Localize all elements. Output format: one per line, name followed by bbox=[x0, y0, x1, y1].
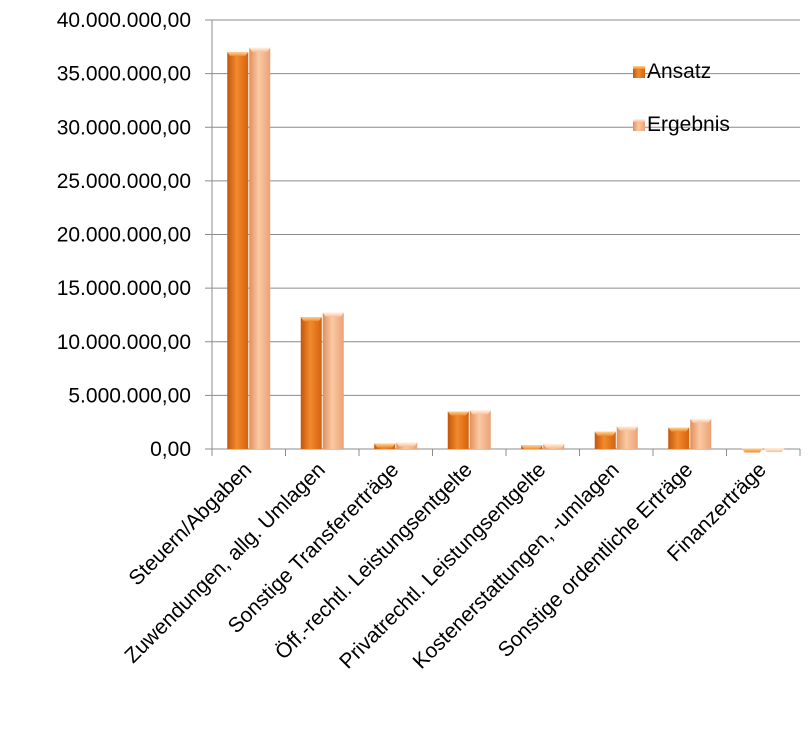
y-tick-label: 20.000.000,00 bbox=[57, 224, 191, 247]
y-tick-labels: 0,00 5.000.000,00 10.000.000,00 15.000.000,… bbox=[57, 9, 191, 461]
y-tick-label: 40.000.000,00 bbox=[57, 9, 191, 32]
legend-swatch-cap bbox=[633, 66, 645, 69]
bar-cap-ergebnis bbox=[469, 410, 491, 415]
bar-cap-ergebnis bbox=[249, 47, 271, 52]
bar-ansatz bbox=[447, 411, 469, 449]
y-tick-label: 30.000.000,00 bbox=[57, 116, 191, 139]
bar-ergebnis bbox=[690, 418, 712, 449]
legend: Ansatz Ergebnis bbox=[633, 60, 730, 136]
bar-cap-ergebnis bbox=[690, 418, 712, 423]
bar-cap-ergebnis bbox=[322, 312, 344, 317]
y-tick-label: 15.000.000,00 bbox=[57, 277, 191, 300]
bar-cap-ergebnis bbox=[543, 444, 565, 449]
bar-cap-ergebnis bbox=[616, 426, 638, 431]
bar-ansatz bbox=[300, 317, 322, 449]
axes bbox=[205, 19, 801, 456]
y-tick-label: 25.000.000,00 bbox=[57, 170, 191, 193]
bar-cap-ansatz bbox=[374, 443, 396, 448]
bar-cap-ansatz bbox=[668, 427, 690, 432]
bar-ergebnis bbox=[322, 312, 344, 449]
bar-ergebnis bbox=[249, 47, 271, 449]
bar-cap-ansatz bbox=[741, 448, 763, 453]
y-tick-label: 35.000.000,00 bbox=[57, 63, 191, 86]
bar-cap-ansatz bbox=[521, 445, 543, 450]
bar-cap-ergebnis bbox=[763, 448, 785, 453]
bar-ansatz bbox=[668, 427, 690, 449]
bar-ansatz bbox=[594, 431, 616, 449]
bar-cap-ansatz bbox=[300, 317, 322, 322]
x-tick-label: Steuern/Abgaben bbox=[124, 458, 256, 590]
legend-swatch-cap bbox=[633, 119, 645, 122]
bar-cap-ansatz bbox=[447, 411, 469, 416]
bar-cap-ansatz bbox=[227, 52, 249, 57]
bar-cap-ansatz bbox=[594, 431, 616, 436]
bar-cap-ergebnis bbox=[396, 442, 418, 447]
legend-label-ansatz: Ansatz bbox=[647, 60, 711, 83]
bar-ansatz bbox=[227, 52, 249, 450]
bars bbox=[227, 47, 785, 453]
bar-ergebnis bbox=[616, 426, 638, 449]
bar-ergebnis bbox=[469, 410, 491, 449]
y-tick-label: 5.000.000,00 bbox=[68, 384, 191, 407]
y-tick-label: 0,00 bbox=[150, 438, 191, 461]
gridlines bbox=[212, 19, 800, 396]
y-tick-label: 10.000.000,00 bbox=[57, 331, 191, 354]
legend-label-ergebnis: Ergebnis bbox=[647, 113, 730, 136]
